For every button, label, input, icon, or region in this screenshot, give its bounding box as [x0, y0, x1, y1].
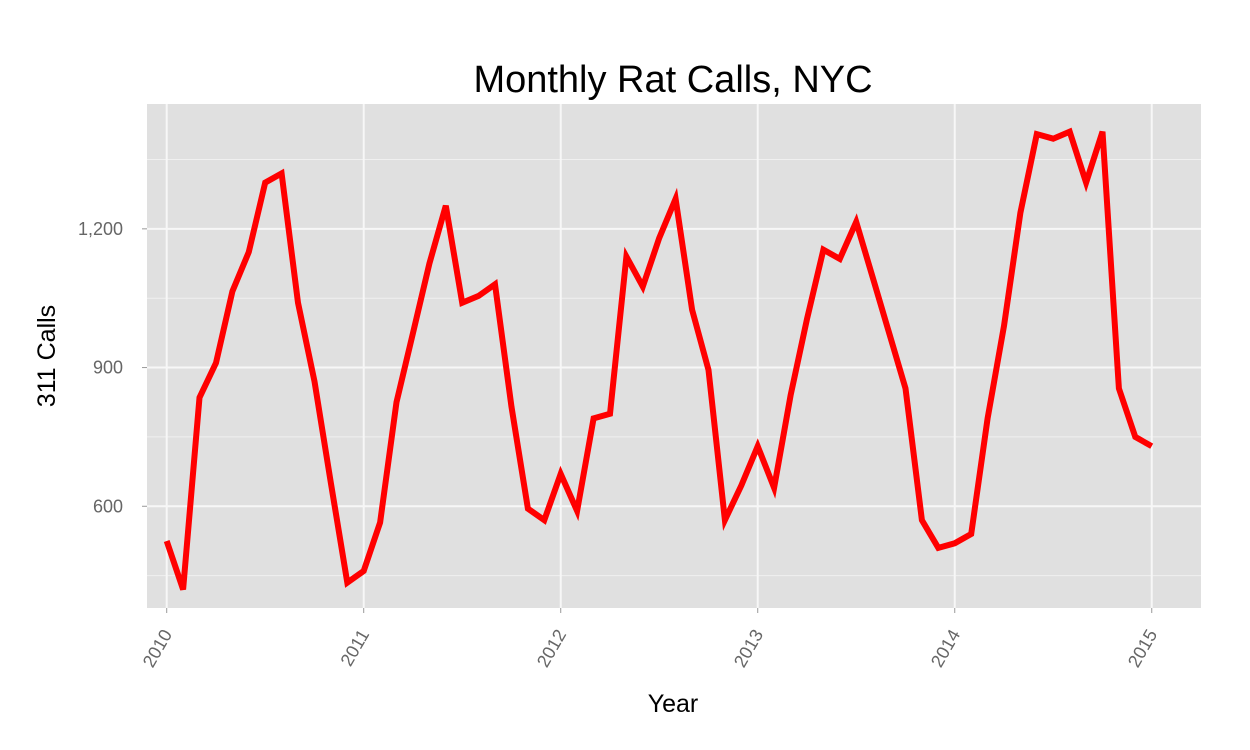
plot-panel [147, 104, 1201, 608]
chart-title: Monthly Rat Calls, NYC [473, 59, 872, 101]
series-line [163, 127, 1154, 591]
x-tick-label: 2011 [336, 626, 373, 670]
x-tick-label: 2012 [533, 626, 570, 671]
x-tick-label: 2014 [927, 626, 964, 671]
x-axis-label: Year [648, 690, 699, 718]
y-axis-label: 311 Calls [33, 305, 61, 407]
y-axis-ticks: 600 900 1,200 [78, 219, 147, 516]
x-tick-label: 2015 [1124, 626, 1161, 671]
y-tick-label: 1,200 [78, 219, 123, 239]
x-tick-label: 2013 [730, 626, 767, 671]
x-tick-label: 2010 [139, 626, 176, 671]
series-layer [163, 127, 1154, 591]
grid-lines [147, 104, 1201, 608]
x-axis-ticks: 2010 2011 2012 2013 2014 2015 [139, 608, 1161, 671]
y-tick-label: 900 [93, 358, 123, 378]
y-tick-label: 600 [93, 496, 123, 516]
